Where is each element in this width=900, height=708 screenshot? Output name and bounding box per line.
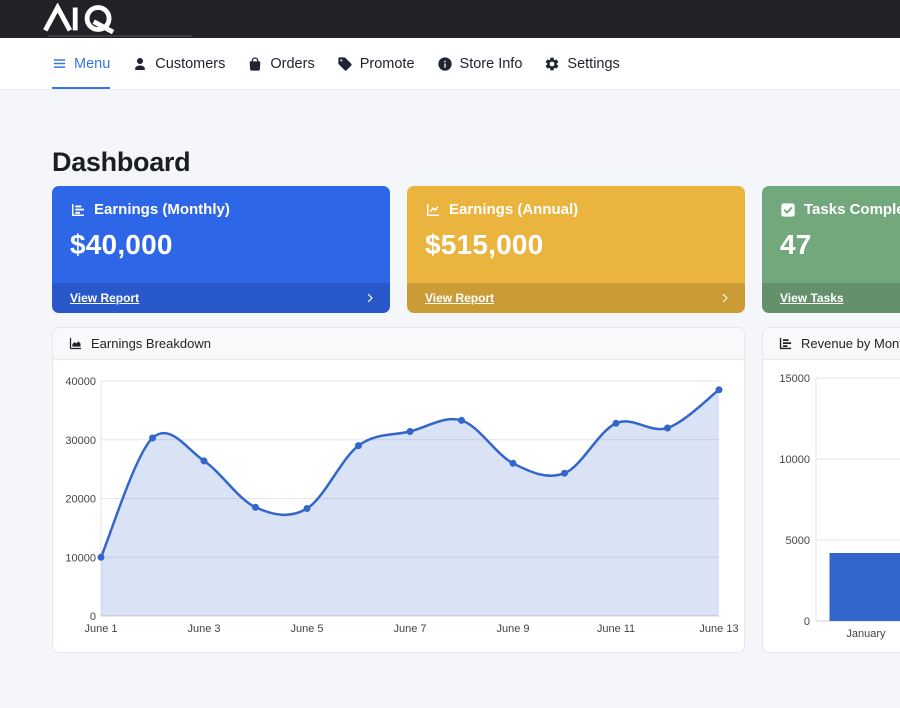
gear-icon: [546, 57, 559, 70]
chevron-right-icon: [367, 293, 373, 303]
card-title: Earnings (Monthly): [94, 201, 230, 218]
panel-header: Revenue by Month: [763, 328, 900, 360]
svg-text:10000: 10000: [65, 552, 96, 564]
stat-card-earnings-annual: Earnings (Annual) $515,000 View Report: [407, 186, 745, 313]
nav-item-label: Menu: [74, 55, 111, 72]
chart-bar-icon: [72, 203, 84, 216]
nav-item-settings[interactable]: Settings: [544, 38, 620, 89]
bag-icon: [250, 56, 261, 71]
info-icon: [437, 56, 452, 71]
nav-item-store-info[interactable]: Store Info: [437, 38, 523, 89]
svg-text:0: 0: [90, 611, 96, 623]
chart-line-icon: [427, 203, 439, 216]
tag-icon: [338, 56, 352, 71]
svg-text:June 13: June 13: [699, 623, 738, 635]
check-square-icon-wrap: [780, 202, 796, 218]
brand-logo-icon: [43, 2, 115, 35]
chevron-right-icon: [722, 293, 728, 303]
menu-icon: [53, 59, 66, 68]
card-title-row: Earnings (Annual): [425, 201, 727, 218]
card-value: $40,000: [70, 229, 173, 260]
check-square-icon: [781, 202, 795, 217]
brand-underline: [48, 35, 192, 37]
card-title: Tasks Completed: [804, 201, 900, 218]
stat-card-earnings-monthly: Earnings (Monthly) $40,000 View Report: [52, 186, 390, 313]
nav-item-label: Store Info: [459, 55, 523, 72]
svg-text:20000: 20000: [65, 494, 96, 506]
card-title: Earnings (Annual): [449, 201, 579, 218]
card-title-row: Tasks Completed: [780, 201, 900, 218]
card-title-row: Earnings (Monthly): [70, 201, 372, 218]
view-report-link[interactable]: View Report: [70, 291, 140, 305]
card-value: $515,000: [425, 229, 544, 260]
svg-text:June 7: June 7: [393, 623, 426, 635]
svg-text:40000: 40000: [65, 376, 96, 388]
svg-text:June 9: June 9: [496, 623, 529, 635]
svg-text:June 1: June 1: [84, 623, 117, 635]
chart-panels-row: Earnings Breakdown 0 10000 20000 30000 40000…: [52, 327, 900, 653]
card-footer[interactable]: View Tasks: [762, 283, 900, 313]
stat-cards-row: Earnings (Monthly) $40,000 View Report E…: [52, 186, 900, 313]
nav-item-menu[interactable]: Menu: [52, 38, 111, 89]
svg-text:June 11: June 11: [597, 623, 635, 635]
panel-title: Earnings Breakdown: [91, 336, 211, 351]
card-body: Earnings (Annual) $515,000: [407, 186, 745, 283]
svg-text:10000: 10000: [779, 454, 810, 466]
nav-item-label: Customers: [155, 55, 226, 72]
card-value: 47: [780, 229, 812, 260]
revenue-by-month-panel: Revenue by Month 0 5000 10000 15000 January: [762, 327, 900, 653]
earnings-breakdown-chart[interactable]: 0 10000 20000 30000 40000 June 1 June 3 June 5 J…: [53, 360, 744, 652]
card-body: Tasks Completed 47: [762, 186, 900, 283]
nav-item-customers[interactable]: Customers: [132, 38, 225, 89]
brand-logo[interactable]: [40, 2, 128, 39]
nav-item-promote[interactable]: Promote: [337, 38, 415, 89]
svg-text:5000: 5000: [786, 535, 810, 547]
svg-text:June 5: June 5: [290, 623, 323, 635]
chart-bar-icon: [779, 337, 792, 350]
earnings-breakdown-panel: Earnings Breakdown 0 10000 20000 30000 40000…: [52, 327, 745, 653]
chart-area-icon: [69, 337, 82, 350]
nav-item-orders[interactable]: Orders: [247, 38, 315, 89]
card-footer[interactable]: View Report: [407, 283, 745, 313]
nav-item-label: Promote: [359, 55, 415, 72]
stat-card-tasks-completed: Tasks Completed 47 View Tasks: [762, 186, 900, 313]
card-body: Earnings (Monthly) $40,000: [52, 186, 390, 283]
main-nav: Menu Customers Orders Promote Store Info…: [0, 38, 900, 90]
panel-header: Earnings Breakdown: [53, 328, 744, 360]
nav-item-label: Settings: [567, 55, 620, 72]
view-report-link[interactable]: View Report: [425, 291, 495, 305]
user-icon: [135, 57, 146, 70]
svg-text:0: 0: [804, 616, 810, 628]
svg-text:30000: 30000: [65, 435, 96, 447]
view-tasks-link[interactable]: View Tasks: [780, 291, 844, 305]
topbar: [0, 0, 900, 38]
revenue-by-month-chart[interactable]: 0 5000 10000 15000 January: [763, 360, 900, 652]
panel-title: Revenue by Month: [801, 336, 900, 351]
svg-text:June 3: June 3: [187, 623, 220, 635]
svg-text:15000: 15000: [779, 373, 810, 385]
main-content: Dashboard Earnings (Monthly) $40,000 Vie…: [0, 90, 900, 653]
svg-text:January: January: [846, 628, 886, 640]
page-title: Dashboard: [52, 147, 191, 177]
nav-item-label: Orders: [270, 55, 315, 72]
card-footer[interactable]: View Report: [52, 283, 390, 313]
